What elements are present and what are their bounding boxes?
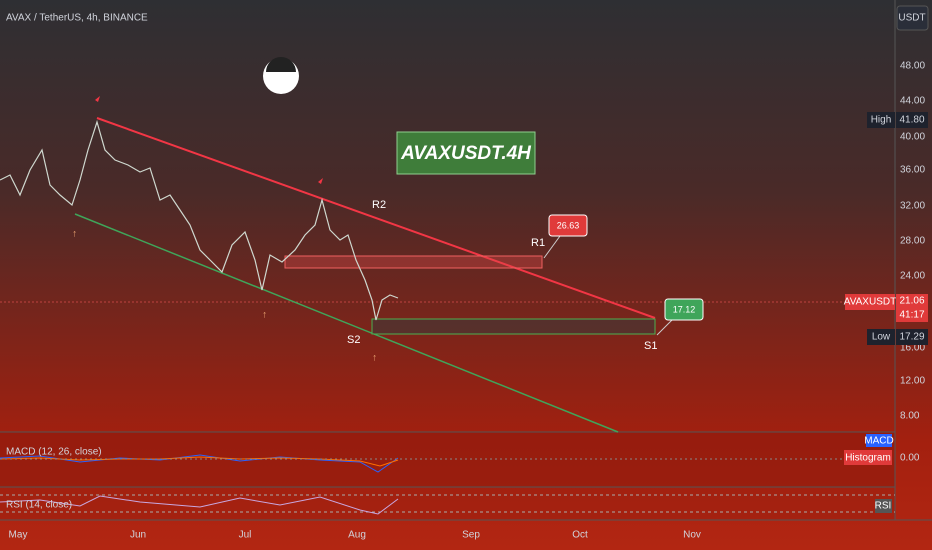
svg-text:↑: ↑ <box>372 353 377 364</box>
price-label: 44.00 <box>900 96 925 107</box>
callout-s1 <box>664 298 704 321</box>
low-value-tag <box>896 329 928 345</box>
price-label: 12.00 <box>900 376 925 387</box>
label-r1: R1 <box>531 237 545 249</box>
last-tag <box>845 294 895 310</box>
price-label: 8.00 <box>900 411 920 422</box>
macd-title: MACD (12, 26, close) <box>6 447 102 458</box>
label-s2: S2 <box>347 334 360 346</box>
currency-button[interactable] <box>896 5 929 31</box>
symbol-title: AVAX / TetherUS, 4h, BINANCE <box>6 13 148 24</box>
price-path <box>0 119 399 321</box>
svg-text:↑: ↑ <box>72 229 77 240</box>
callout-line <box>656 319 673 336</box>
time-label: Aug <box>348 530 366 541</box>
resistance-line <box>96 117 656 319</box>
logo <box>266 57 296 72</box>
price-label: 48.00 <box>900 61 925 72</box>
macd-tag-label: MACD <box>864 436 893 447</box>
high-value-tag <box>896 112 928 128</box>
signal-line <box>0 456 399 467</box>
banner: AVAXUSDT.4H <box>400 143 532 164</box>
price-label: 36.00 <box>900 165 925 176</box>
time-label: Nov <box>683 530 701 541</box>
time-label: Jun <box>130 530 146 541</box>
low-tag <box>867 329 895 345</box>
macd-tag <box>866 434 892 447</box>
svg-text:↑: ↑ <box>262 310 267 321</box>
arrows: ↑ ↑ ↑ <box>72 229 377 364</box>
macd-zero: 0.00 <box>900 453 920 464</box>
low-value: 17.29 <box>899 332 924 343</box>
support-line <box>74 213 619 433</box>
support-zone <box>371 318 656 335</box>
label-r2: R2 <box>372 199 386 211</box>
time-label: Jul <box>239 530 252 541</box>
high-tag <box>867 112 895 128</box>
callout-r1 <box>548 214 588 237</box>
last-value-tag <box>896 294 928 322</box>
histogram-tag-label: Histogram <box>845 453 891 464</box>
price-label: 28.00 <box>900 236 925 247</box>
callout-r1-price: 26.63 <box>557 220 580 230</box>
callout-s1-price: 17.12 <box>673 304 696 314</box>
time-label: Oct <box>572 530 588 541</box>
rsi-line <box>0 495 399 515</box>
low-label: Low <box>872 332 891 343</box>
time-label: May <box>9 530 28 541</box>
rsi-title: RSI (14, close) <box>6 500 72 511</box>
label-s1: S1 <box>644 340 657 352</box>
last-value: 21.06 <box>899 296 924 307</box>
last-symbol: AVAXUSDT <box>844 297 896 308</box>
price-label: 40.00 <box>900 132 925 143</box>
price-label: 16.00 <box>900 343 925 354</box>
resistance-zone <box>284 255 543 269</box>
rsi-pane <box>0 487 895 520</box>
high-value: 41.80 <box>899 115 924 126</box>
high-label: High <box>871 115 892 126</box>
histogram-tag <box>844 450 892 465</box>
price-label: 32.00 <box>900 201 925 212</box>
currency[interactable]: USDT <box>898 13 925 24</box>
countdown: 41:17 <box>899 310 924 321</box>
rsi-tag <box>875 499 892 513</box>
callout-line <box>543 235 561 259</box>
rsi-tag-label: RSI <box>875 501 892 512</box>
price-label: 24.00 <box>900 271 925 282</box>
time-label: Sep <box>462 530 480 541</box>
banner-box <box>396 131 536 175</box>
